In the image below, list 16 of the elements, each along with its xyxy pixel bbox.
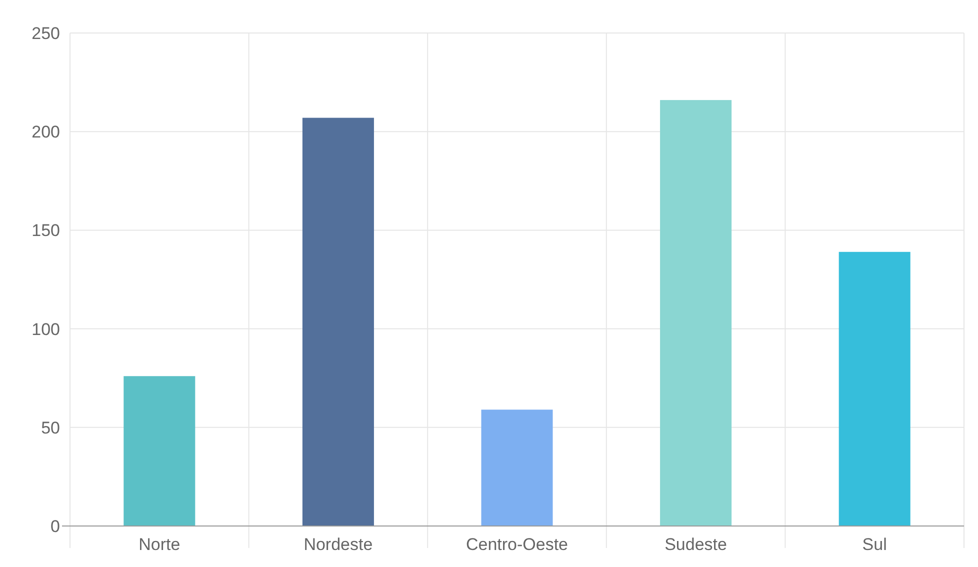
bar xyxy=(124,376,196,526)
y-tick-label: 150 xyxy=(32,221,60,240)
bar xyxy=(660,100,732,526)
y-tick-label: 250 xyxy=(32,24,60,43)
y-tick-label: 50 xyxy=(41,418,60,438)
x-tick-label: Centro-Oeste xyxy=(466,535,568,554)
y-tick-label: 100 xyxy=(32,320,60,339)
x-tick-label: Sul xyxy=(862,535,887,554)
y-tick-label: 0 xyxy=(50,516,60,536)
y-tick-label: 200 xyxy=(32,122,60,142)
x-tick-label: Sudeste xyxy=(664,535,727,554)
bar xyxy=(302,118,374,526)
x-tick-label: Norte xyxy=(138,535,180,554)
bar xyxy=(838,252,910,526)
x-tick-label: Nordeste xyxy=(304,535,373,554)
bar xyxy=(481,410,553,526)
